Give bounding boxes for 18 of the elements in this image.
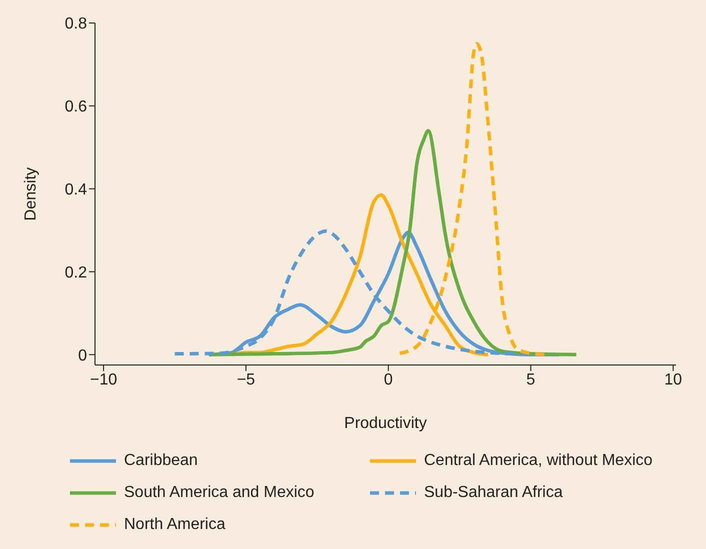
legend-label: Sub-Saharan Africa xyxy=(424,484,563,502)
x-tick-label: −10 xyxy=(90,371,118,388)
x-axis-title: Productivity xyxy=(344,415,427,432)
legend-label: South America and Mexico xyxy=(124,484,314,502)
y-tick-label: 0 xyxy=(78,347,88,364)
line-series xyxy=(207,129,578,356)
y-axis-title: Density xyxy=(22,167,40,221)
y-tick-label: 0.6 xyxy=(64,98,88,116)
x-tick-label: 0 xyxy=(384,371,393,388)
legend-label: North America xyxy=(124,516,226,534)
y-tick-label: 0.2 xyxy=(64,264,88,282)
legend-label: Caribbean xyxy=(124,452,198,470)
legend-label: Central America, without Mexico xyxy=(424,452,653,470)
x-tick-label: −5 xyxy=(236,371,256,388)
x-tick-label: 5 xyxy=(526,371,536,388)
y-tick-label: 0.8 xyxy=(64,16,88,33)
x-tick-label: 10 xyxy=(664,371,682,388)
y-tick-label: 0.4 xyxy=(64,182,88,198)
